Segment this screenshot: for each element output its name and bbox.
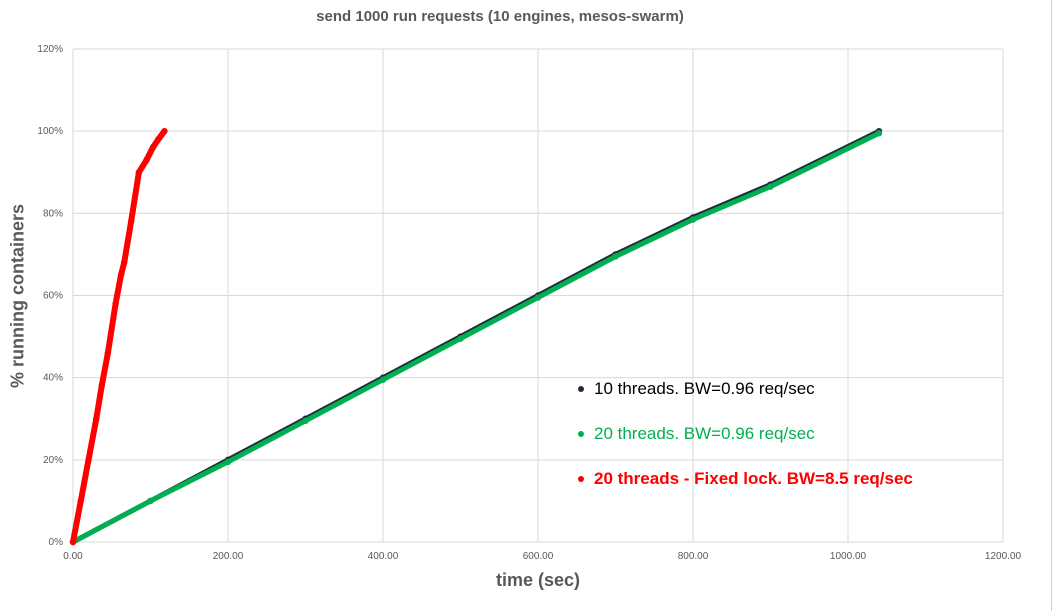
data-point xyxy=(147,497,154,505)
x-tick-label: 1200.00 xyxy=(985,551,1022,562)
data-point xyxy=(302,417,309,425)
data-point xyxy=(69,538,77,546)
data-point xyxy=(767,183,774,190)
legend-label: 20 threads. BW=0.96 req/sec xyxy=(594,424,815,443)
legend-label: 20 threads - Fixed lock. BW=8.5 req/sec xyxy=(594,469,913,488)
data-point xyxy=(117,271,125,279)
series-3 xyxy=(69,127,168,546)
x-tick-label: 0.00 xyxy=(63,551,83,562)
legend-item: 20 threads. BW=0.96 req/sec xyxy=(578,423,913,445)
series-line xyxy=(70,128,168,545)
legend-label: 10 threads. BW=0.96 req/sec xyxy=(594,379,815,398)
y-tick-label: 100% xyxy=(37,126,63,137)
data-point xyxy=(112,300,119,307)
data-point xyxy=(143,156,150,164)
x-tick-label: 400.00 xyxy=(368,551,399,562)
data-point xyxy=(224,458,232,466)
legend: 10 threads. BW=0.96 req/sec 20 threads. B… xyxy=(578,378,913,513)
data-point xyxy=(85,456,92,464)
y-tick-label: 120% xyxy=(37,44,63,55)
legend-item: 20 threads - Fixed lock. BW=8.5 req/sec xyxy=(578,468,913,490)
data-point xyxy=(135,169,143,176)
x-tick-label: 800.00 xyxy=(678,551,709,562)
series-2 xyxy=(69,130,883,546)
data-point xyxy=(127,218,135,225)
data-point xyxy=(120,259,128,266)
data-point xyxy=(161,127,168,135)
y-tick-label: 20% xyxy=(43,455,63,466)
data-point xyxy=(149,144,157,151)
x-axis-label: time (sec) xyxy=(495,570,581,590)
x-tick-label: 200.00 xyxy=(213,551,244,562)
data-point xyxy=(93,415,100,422)
data-point xyxy=(104,349,112,357)
data-point xyxy=(612,253,619,260)
data-point xyxy=(77,497,84,505)
y-tick-label: 0% xyxy=(49,537,64,548)
y-axis-label: % running containers xyxy=(7,203,28,389)
data-point xyxy=(689,216,697,223)
legend-marker xyxy=(578,476,584,482)
data-point xyxy=(98,382,105,390)
data-point xyxy=(457,335,464,342)
chart-title: send 1000 run requests (10 engines, meso… xyxy=(316,8,684,25)
data-point xyxy=(534,294,542,301)
legend-item: 10 threads. BW=0.96 req/sec xyxy=(578,378,913,400)
x-tick-label: 1000.00 xyxy=(830,551,867,562)
data-point xyxy=(155,136,162,143)
data-point xyxy=(875,130,883,137)
data-point xyxy=(379,376,387,383)
legend-marker xyxy=(578,386,584,392)
legend-marker xyxy=(578,431,584,437)
y-tick-label: 60% xyxy=(43,291,63,302)
y-tick-label: 40% xyxy=(43,373,63,384)
y-tick-label: 80% xyxy=(43,208,63,219)
x-tick-label: 600.00 xyxy=(523,551,554,562)
